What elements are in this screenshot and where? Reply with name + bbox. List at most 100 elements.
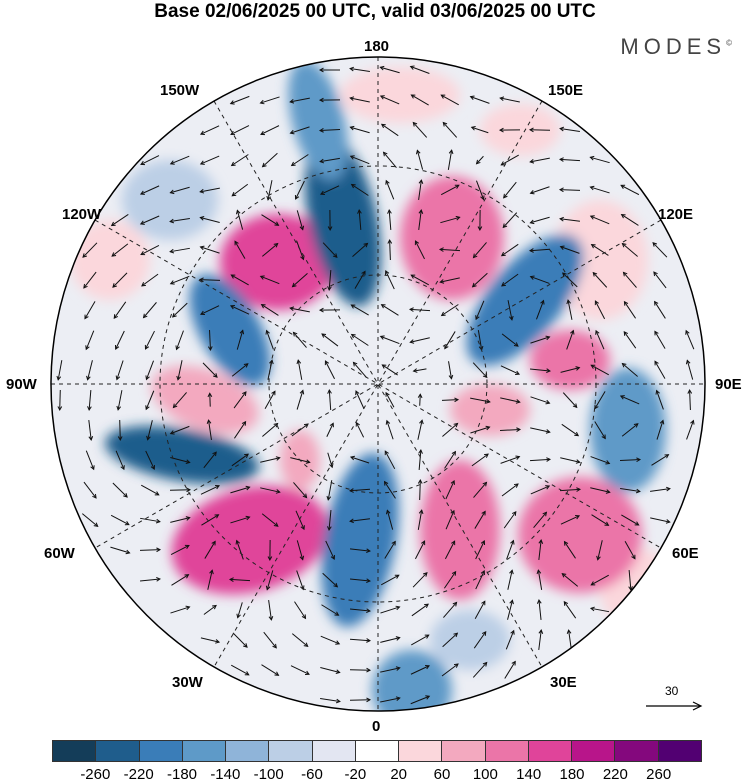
wind-vector [380, 574, 400, 586]
wind-vector-head [169, 280, 175, 285]
wind-vector [411, 634, 429, 646]
lon-label-90w: 90W [6, 376, 37, 393]
wind-vector-head [454, 184, 460, 189]
wind-vector-head [654, 360, 659, 366]
wind-vector-head [299, 389, 305, 395]
wind-vector-head [261, 162, 267, 168]
wind-vector-head [561, 573, 567, 578]
wind-vector [652, 242, 668, 258]
wind-vector-head [621, 362, 627, 368]
wind-vector-head [185, 459, 191, 464]
wind-vector [445, 480, 455, 500]
wind-vector [290, 665, 310, 675]
wind-vector [381, 123, 399, 137]
wind-vector [567, 300, 573, 320]
wind-vector-head [230, 130, 236, 136]
reference-vector-label: 30 [665, 684, 679, 698]
wind-vector-head [481, 510, 486, 516]
wind-vector-head [453, 632, 459, 638]
wind-vector [83, 481, 97, 499]
wind-vector [145, 450, 155, 470]
wind-vector [263, 631, 277, 649]
wind-vector-head [207, 346, 213, 352]
wind-vector-head [420, 540, 426, 546]
wind-vector [385, 392, 395, 408]
wind-vector [594, 421, 606, 439]
wind-vector-head [296, 359, 302, 365]
wind-vector-head [385, 179, 390, 185]
wind-vector-head [450, 479, 455, 485]
wind-vector [530, 485, 550, 495]
wind-vector-head [366, 697, 372, 703]
wind-vector [112, 272, 128, 288]
wind-vector-head [502, 223, 508, 229]
wind-vector-head [318, 307, 324, 313]
wind-vector-head [439, 279, 445, 284]
wind-vector-head [321, 333, 327, 338]
wind-vector-head [352, 361, 358, 367]
wind-vector [562, 272, 578, 288]
wind-vector [88, 420, 92, 440]
wind-vector [294, 601, 306, 619]
wind-vector [473, 242, 487, 258]
wind-vector [350, 97, 370, 103]
wind-vector-head [570, 329, 575, 335]
wind-vector-head [528, 248, 534, 253]
wind-vector [266, 330, 274, 350]
lon-label-30e: 30E [550, 674, 577, 691]
wind-vector-head [139, 220, 145, 225]
wind-vector [384, 450, 396, 470]
wind-vector [262, 243, 278, 257]
lon-label-180: 180 [364, 38, 390, 55]
wind-vector [385, 180, 395, 200]
wind-vector [380, 335, 400, 345]
wind-vector [200, 485, 220, 495]
wind-vector [685, 330, 695, 350]
wind-vector-head [633, 423, 639, 428]
wind-vector-head [425, 665, 430, 670]
wind-vector [470, 426, 490, 434]
wind-vector [143, 302, 157, 318]
wind-vector-head [82, 253, 88, 258]
wind-vector [410, 665, 430, 675]
wind-vector-head [594, 300, 600, 306]
wind-vector-head [484, 453, 489, 458]
wind-vector [445, 510, 455, 530]
wind-vector-head [144, 344, 150, 350]
lon-label-150e: 150E [548, 82, 584, 99]
wind-vector-head [329, 422, 334, 428]
wind-vector [530, 336, 550, 344]
wind-vector-head [513, 342, 519, 347]
wind-vector-head [415, 149, 421, 155]
wind-vector-head [596, 555, 601, 561]
wind-vector-head [545, 335, 551, 341]
wind-vector-head [387, 238, 393, 244]
wind-vector-head [385, 419, 391, 425]
wind-vector-head [690, 419, 695, 425]
wind-vector [350, 456, 370, 464]
wind-vector-head [418, 448, 423, 454]
modes-logo: MODES© [620, 34, 732, 59]
wind-vector [474, 600, 486, 620]
wind-vector [504, 661, 516, 679]
wind-vector-head [212, 604, 217, 610]
map-boundary [50, 56, 706, 712]
wind-vector-head [92, 493, 97, 499]
wind-vector-head [471, 282, 477, 288]
wind-vector-head [515, 455, 521, 460]
wind-vector-head [623, 300, 629, 306]
colorbar-swatch [615, 741, 659, 761]
colorbar-tick-label: -180 [166, 766, 198, 783]
wind-vector-head [509, 599, 514, 605]
lon-label-30w: 30W [172, 674, 203, 691]
wind-vector [145, 360, 155, 380]
wind-vector [418, 449, 422, 471]
wind-vector [200, 155, 220, 165]
wind-vector-head [592, 271, 598, 277]
wind-vector [350, 578, 370, 582]
wind-vector [319, 128, 341, 132]
wind-vector [388, 209, 392, 231]
wind-vector-head [212, 451, 217, 457]
wind-vector [262, 423, 278, 437]
wind-vector [84, 301, 96, 319]
